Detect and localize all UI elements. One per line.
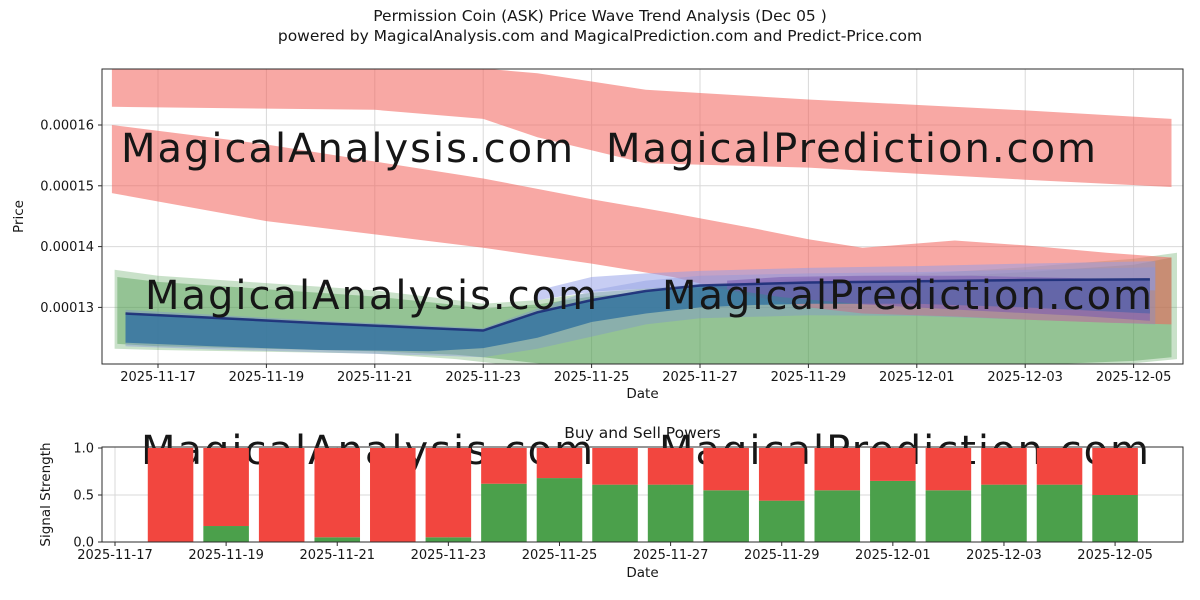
- price-axes-border: [101, 68, 1184, 365]
- watermark-text: MagicalPrediction.com: [606, 126, 1098, 172]
- x-tick-label: 2025-11-19: [229, 370, 305, 385]
- power-tick-labels: 2025-11-17 2025-11-19 2025-11-21 2025-11-23…: [73, 442, 1153, 564]
- figure-header: Permission Coin (ASK) Price Wave Trend A…: [0, 6, 1200, 46]
- buy-bar-segment: [425, 537, 472, 542]
- y-tick-label: 0.00013: [40, 301, 94, 316]
- figure-title: Permission Coin (ASK) Price Wave Trend A…: [373, 7, 827, 25]
- sell-bar-segment: [425, 448, 472, 538]
- x-tick-label: 2025-11-27: [662, 370, 738, 385]
- buy-bar-segment: [814, 490, 861, 542]
- price-chart: MagicalAnalysis.com MagicalPrediction.com…: [11, 68, 1184, 402]
- x-tick-label: 2025-11-25: [522, 548, 598, 563]
- buy-bar-segment: [592, 484, 638, 542]
- buy-bar-segment: [703, 490, 749, 542]
- sell-bar-segment: [203, 448, 249, 527]
- price-xaxis-label: Date: [626, 386, 658, 402]
- y-tick-label: 0.00016: [40, 119, 94, 134]
- buy-bar-segment: [1036, 484, 1083, 542]
- x-tick-label: 2025-12-05: [1096, 370, 1172, 385]
- x-tick-label: 2025-11-29: [744, 548, 820, 563]
- power-bars: [147, 448, 1138, 542]
- buy-bar-segment: [536, 478, 583, 542]
- sell-bar-segment: [370, 448, 416, 542]
- buy-bar-segment: [1092, 495, 1138, 542]
- buy-bar-segment: [758, 500, 805, 542]
- sell-bar-segment: [647, 448, 694, 485]
- buy-bar-segment: [925, 490, 972, 542]
- figure-subtitle: powered by MagicalAnalysis.com and Magic…: [277, 27, 923, 45]
- watermark-text: MagicalAnalysis.com: [145, 273, 599, 319]
- buy-bar-segment: [203, 526, 249, 542]
- trend-line-navy: [125, 278, 1150, 332]
- buy-bar-segment: [314, 537, 361, 542]
- y-tick-label: 0.00014: [40, 240, 94, 255]
- price-ticks: [98, 124, 1135, 368]
- buy-bar-segment: [870, 480, 916, 542]
- sell-bar-segment: [592, 448, 638, 485]
- power-chart: MagicalAnalysis.comMagicalPrediction.com…: [38, 424, 1184, 581]
- sell-bar-segment: [870, 448, 916, 481]
- x-tick-label: 2025-11-21: [337, 370, 413, 385]
- x-tick-label: 2025-11-17: [77, 548, 153, 563]
- sell-bar-segment: [1092, 448, 1138, 495]
- buy-bar-segment: [981, 484, 1027, 542]
- x-tick-label: 2025-11-25: [554, 370, 630, 385]
- y-tick-label: 0.0: [73, 536, 94, 551]
- x-tick-label: 2025-11-23: [445, 370, 521, 385]
- x-tick-label: 2025-12-03: [966, 548, 1042, 563]
- sell-bar-segment: [481, 448, 527, 484]
- sell-bar-segment: [314, 448, 361, 538]
- price-tick-labels: 2025-11-17 2025-11-19 2025-11-21 2025-11-23…: [40, 119, 1171, 386]
- price-yaxis-label: Price: [11, 200, 27, 233]
- power-yaxis-label: Signal Strength: [38, 442, 54, 546]
- y-tick-label: 0.00015: [40, 179, 94, 194]
- x-tick-label: 2025-11-17: [120, 370, 196, 385]
- watermark-text: MagicalAnalysis.com: [121, 126, 575, 172]
- x-tick-label: 2025-11-23: [411, 548, 487, 563]
- x-tick-label: 2025-11-19: [188, 548, 264, 563]
- buy-bar-segment: [481, 483, 527, 542]
- power-ticks: [98, 447, 1116, 546]
- price-bands: [111, 69, 1177, 364]
- x-tick-label: 2025-12-03: [987, 370, 1063, 385]
- purple-band: [727, 275, 1150, 321]
- x-tick-label: 2025-11-29: [771, 370, 847, 385]
- power-xaxis-label: Date: [626, 565, 658, 581]
- sell-bar-segment: [814, 448, 861, 491]
- x-tick-label: 2025-12-01: [855, 548, 931, 563]
- sell-bar-segment: [758, 448, 805, 501]
- y-tick-label: 0.5: [73, 489, 94, 504]
- sell-bar-segment: [536, 448, 583, 479]
- x-tick-label: 2025-11-21: [299, 548, 375, 563]
- sell-bar-segment: [703, 448, 749, 491]
- sell-bar-segment: [147, 448, 194, 542]
- sell-bar-segment: [925, 448, 972, 491]
- pink-band-upper: [111, 69, 1172, 187]
- sell-bar-segment: [1036, 448, 1083, 485]
- sell-bar-segment: [981, 448, 1027, 485]
- power-chart-title: Buy and Sell Powers: [564, 424, 721, 442]
- x-tick-label: 2025-12-01: [879, 370, 955, 385]
- x-tick-label: 2025-11-27: [633, 548, 709, 563]
- buy-bar-segment: [647, 484, 694, 542]
- y-tick-label: 1.0: [73, 442, 94, 457]
- sell-bar-segment: [258, 448, 305, 542]
- watermark-text: MagicalPrediction.com: [662, 273, 1154, 319]
- x-tick-label: 2025-12-05: [1077, 548, 1153, 563]
